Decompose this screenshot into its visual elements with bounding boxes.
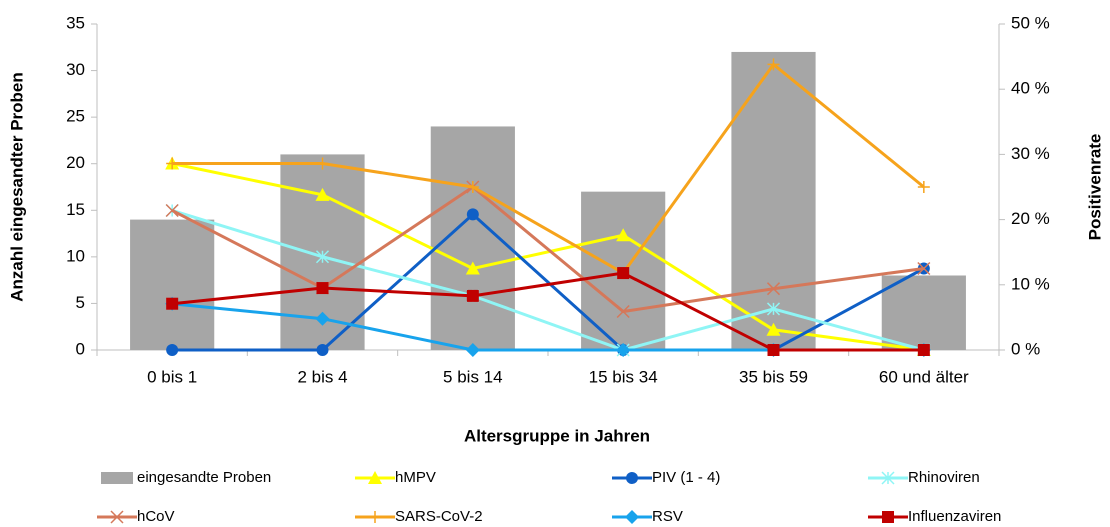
- y-tick-label: 35: [66, 13, 85, 32]
- y2-tick-label: 0 %: [1011, 339, 1040, 358]
- y-tick-label: 5: [76, 293, 85, 312]
- y2-tick-label: 40 %: [1011, 79, 1050, 98]
- line: [171, 209, 925, 352]
- line: [171, 162, 925, 352]
- marker: [616, 305, 630, 319]
- legend-item: RSV: [612, 508, 683, 525]
- line: [172, 212, 925, 352]
- marker: [917, 261, 931, 276]
- legend-item: Rhinoviren: [868, 469, 980, 486]
- marker: [625, 510, 639, 524]
- bar: [430, 126, 515, 350]
- marker: [316, 344, 329, 356]
- y-tick-label: 10: [66, 246, 85, 265]
- bar: [881, 275, 966, 350]
- marker: [315, 250, 330, 264]
- marker: [881, 471, 895, 485]
- line: [172, 62, 925, 276]
- marker: [316, 282, 329, 295]
- legend-item: hCoV: [97, 508, 175, 525]
- marker: [466, 208, 479, 221]
- marker: [166, 297, 179, 310]
- bar: [130, 219, 215, 350]
- legend-label: Rhinoviren: [908, 469, 980, 486]
- marker: [917, 344, 930, 356]
- marker: [882, 511, 894, 523]
- marker: [465, 343, 480, 357]
- legend-swatch: [101, 472, 133, 484]
- x-tick-label: 2 bis 4: [297, 367, 347, 386]
- marker: [767, 58, 780, 71]
- x-tick-label: 5 bis 14: [443, 367, 503, 386]
- marker: [766, 302, 781, 316]
- x-tick-label: 15 bis 34: [589, 367, 658, 386]
- legend-item: hMPV: [355, 469, 436, 486]
- y2-tick-label: 20 %: [1011, 209, 1050, 228]
- y-tick-label: 15: [66, 200, 85, 219]
- y-tick-label: 0: [76, 339, 85, 358]
- marker: [767, 344, 780, 356]
- line: [172, 271, 924, 352]
- line: [171, 185, 925, 314]
- legend-label: eingesandte Proben: [137, 469, 271, 486]
- marker: [616, 228, 631, 242]
- legend-label: hCoV: [137, 508, 175, 525]
- marker: [465, 261, 480, 275]
- marker: [315, 187, 330, 201]
- y2-axis-title: Positivenrate: [1085, 134, 1104, 241]
- marker: [917, 181, 930, 193]
- marker: [766, 282, 781, 296]
- marker: [466, 181, 479, 193]
- y-tick-label: 20: [66, 153, 85, 172]
- marker: [110, 510, 124, 524]
- legend-label: RSV: [652, 508, 683, 525]
- marker: [617, 267, 630, 280]
- legend-label: Influenzaviren: [908, 508, 1001, 525]
- x-axis-title: Altersgruppe in Jahren: [464, 426, 650, 445]
- x-tick-label: 60 und älter: [879, 367, 969, 386]
- marker: [466, 289, 479, 302]
- legend-item: SARS-CoV-2: [355, 508, 483, 525]
- marker: [316, 157, 329, 170]
- marker: [766, 322, 781, 336]
- x-tick-label: 35 bis 59: [739, 367, 808, 386]
- y-tick-label: 25: [66, 107, 85, 126]
- y2-tick-label: 30 %: [1011, 144, 1050, 163]
- y2-tick-label: 50 %: [1011, 13, 1050, 32]
- marker: [626, 472, 638, 484]
- marker: [368, 471, 382, 484]
- legend-item: eingesandte Proben: [101, 469, 271, 486]
- marker: [165, 203, 179, 218]
- marker: [369, 511, 381, 523]
- y2-tick-label: 10 %: [1011, 274, 1050, 293]
- y-tick-label: 30: [66, 60, 85, 79]
- legend-label: PIV (1 - 4): [652, 469, 720, 486]
- legend-label: hMPV: [395, 469, 436, 486]
- marker: [166, 344, 179, 356]
- legend-label: SARS-CoV-2: [395, 508, 483, 525]
- marker: [166, 157, 179, 170]
- legend-item: Influenzaviren: [868, 508, 1001, 525]
- x-tick-label: 0 bis 1: [147, 367, 197, 386]
- marker: [616, 343, 631, 357]
- y-axis-title: Anzahl eingesandter Proben: [7, 72, 26, 302]
- marker: [315, 311, 330, 326]
- legend-item: PIV (1 - 4): [612, 469, 720, 486]
